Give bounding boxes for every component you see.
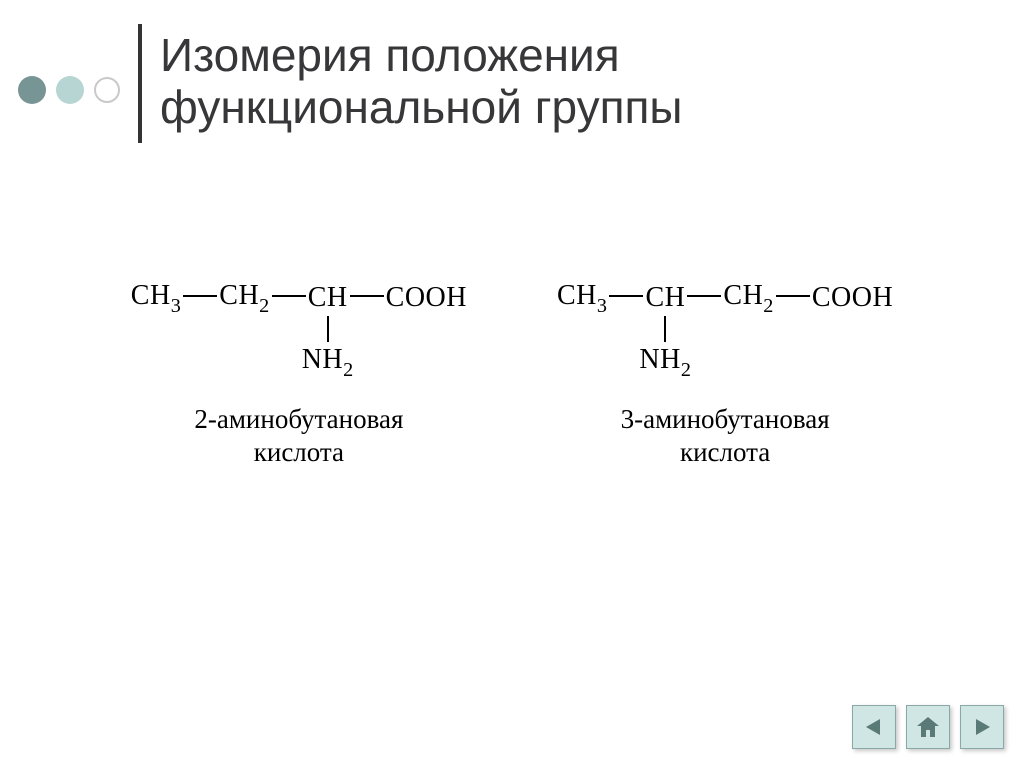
bullet-1 <box>18 76 46 104</box>
sub-2-0: 3 <box>597 295 608 317</box>
bond-1-1 <box>272 295 306 297</box>
nh2-2: NH2 <box>635 344 695 381</box>
bullet-2 <box>56 76 84 104</box>
slide-title: Изомерия положения функциональной группы <box>160 30 682 133</box>
nh2-1: NH2 <box>298 344 358 381</box>
title-line-2: функциональной группы <box>160 81 682 133</box>
chain-2: CH3 CH CH2 COOH <box>557 280 893 317</box>
sub-1-0: 3 <box>171 295 182 317</box>
caption-1: 2-аминобутановая кислота <box>131 403 467 469</box>
content-area: CH3 CH2 CH COOH NH2 2-аминобутановая кис… <box>0 280 1024 468</box>
sub-1-1: 2 <box>259 295 270 317</box>
bullet-3 <box>94 77 120 103</box>
frag-2-2: CH2 <box>723 280 773 317</box>
formula-1: CH3 CH2 CH COOH NH2 <box>131 280 467 317</box>
frag-2-0: CH3 <box>557 280 607 317</box>
prev-button[interactable] <box>852 705 896 749</box>
caption-1-line1: 2-аминобутановая <box>194 404 403 434</box>
frag-1-3: COOH <box>386 282 467 314</box>
arrow-right-icon <box>970 715 994 739</box>
chain-1: CH3 CH2 CH COOH <box>131 280 467 317</box>
sub-2-2: 2 <box>763 295 774 317</box>
nh2-sub-1: 2 <box>343 359 354 381</box>
title-wrap: Изомерия положения функциональной группы <box>138 24 682 143</box>
bond-2-1 <box>687 295 721 297</box>
substituent-2: NH2 <box>635 316 695 381</box>
caption-2-line2: кислота <box>680 437 770 467</box>
frag-2-1: CH <box>645 282 685 314</box>
bond-2-2 <box>776 295 810 297</box>
substituent-1: NH2 <box>298 316 358 381</box>
caption-1-line2: кислота <box>254 437 344 467</box>
frag-1-0: CH3 <box>131 280 181 317</box>
molecule-1: CH3 CH2 CH COOH NH2 2-аминобутановая кис… <box>131 280 467 468</box>
bond-1-0 <box>183 295 217 297</box>
next-button[interactable] <box>960 705 1004 749</box>
slide-header: Изомерия положения функциональной группы <box>18 24 682 143</box>
formula-2: CH3 CH CH2 COOH NH2 <box>557 280 893 317</box>
vbond-1 <box>327 316 329 342</box>
bullet-row <box>18 24 138 104</box>
home-button[interactable] <box>906 705 950 749</box>
title-line-1: Изомерия положения <box>160 29 620 81</box>
nh2-sub-2: 2 <box>681 359 692 381</box>
molecule-2: CH3 CH CH2 COOH NH2 3-аминобутановая кис… <box>557 280 893 468</box>
frag-1-2: CH <box>308 282 348 314</box>
home-icon <box>915 714 941 740</box>
frag-2-3: COOH <box>812 282 893 314</box>
arrow-left-icon <box>862 715 886 739</box>
vbond-2 <box>664 316 666 342</box>
caption-2-line1: 3-аминобутановая <box>621 404 830 434</box>
bond-2-0 <box>609 295 643 297</box>
nav-buttons <box>852 705 1004 749</box>
bond-1-2 <box>350 295 384 297</box>
caption-2: 3-аминобутановая кислота <box>557 403 893 469</box>
frag-1-1: CH2 <box>219 280 269 317</box>
